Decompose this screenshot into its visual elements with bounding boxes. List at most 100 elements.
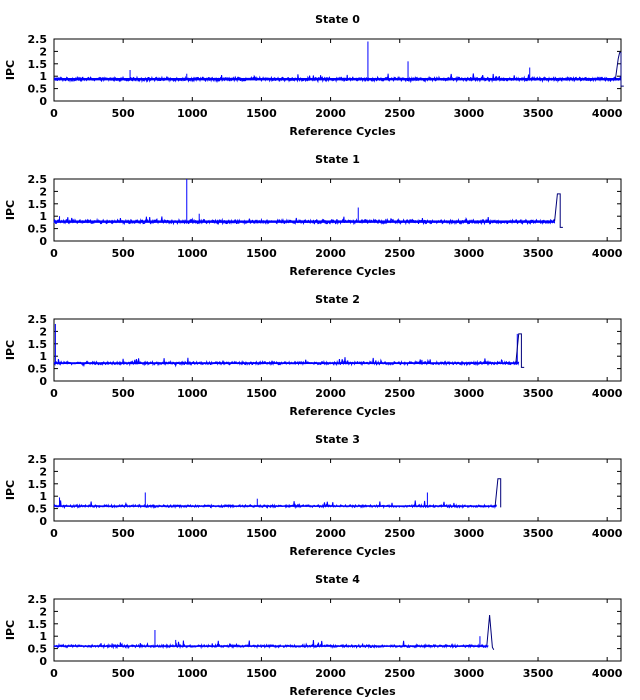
x-tick-label: 3000 — [454, 387, 485, 400]
x-tick-label: 1000 — [177, 247, 208, 260]
y-tick-label: 2 — [39, 325, 47, 338]
x-tick-label: 2500 — [384, 527, 415, 540]
plot-frame — [53, 598, 622, 662]
x-tick-label: 2000 — [315, 667, 346, 680]
x-tick-label: 4000 — [592, 527, 623, 540]
series-tail — [615, 52, 624, 87]
x-tick-label: 2000 — [315, 247, 346, 260]
y-tick-label: 1.5 — [28, 198, 48, 211]
x-tick-label: 1000 — [177, 387, 208, 400]
plot-frame — [53, 178, 622, 242]
x-tick-label: 1500 — [246, 667, 277, 680]
series-tail — [486, 615, 495, 651]
y-axis-label: IPC — [4, 620, 17, 640]
y-tick-label: 0 — [39, 655, 47, 668]
chart-title: State 1 — [315, 153, 360, 166]
x-tick-label: 3500 — [523, 107, 554, 120]
x-tick-label: 2000 — [315, 387, 346, 400]
y-axis-label: IPC — [4, 60, 17, 80]
x-tick-label: 3000 — [454, 247, 485, 260]
x-tick-label: 2500 — [384, 387, 415, 400]
x-tick-label: 0 — [50, 387, 58, 400]
series-tail — [554, 193, 563, 228]
y-tick-label: 2.5 — [28, 593, 48, 606]
x-tick-label: 3000 — [454, 527, 485, 540]
series-line — [53, 73, 622, 84]
x-axis-label: Reference Cycles — [289, 405, 396, 418]
x-tick-label: 3000 — [454, 667, 485, 680]
chart-title: State 3 — [315, 433, 360, 446]
y-tick-label: 2.5 — [28, 313, 48, 326]
chart-panel-4: State 4 00.511.522.5 0 500 1000 1500 2000 2500 3… — [4, 573, 623, 698]
series-line — [53, 357, 520, 368]
y-tick-label: 1 — [39, 210, 47, 223]
series-line — [53, 640, 489, 650]
y-tick-label: 2.5 — [28, 173, 48, 186]
x-tick-label: 0 — [50, 667, 58, 680]
x-tick-label: 500 — [112, 387, 135, 400]
y-axis-label: IPC — [4, 340, 17, 360]
y-tick-label: 2 — [39, 45, 47, 58]
series-line — [53, 216, 556, 226]
y-tick-label: 1.5 — [28, 338, 48, 351]
y-tick-label: 0 — [39, 375, 47, 388]
y-tick-label: 2.5 — [28, 453, 48, 466]
y-tick-label: 0 — [39, 515, 47, 528]
x-tick-label: 4000 — [592, 107, 623, 120]
x-tick-label: 1500 — [246, 107, 277, 120]
y-tick-label: 0.5 — [28, 223, 48, 236]
x-tick-label: 500 — [112, 527, 135, 540]
y-tick-label: 2.5 — [28, 33, 48, 46]
x-tick-label: 3000 — [454, 107, 485, 120]
x-tick-label: 1500 — [246, 387, 277, 400]
x-axis-label: Reference Cycles — [289, 265, 396, 278]
series-tail — [494, 478, 502, 508]
x-tick-label: 0 — [50, 247, 58, 260]
y-tick-label: 0 — [39, 95, 47, 108]
x-tick-label: 1000 — [177, 667, 208, 680]
y-tick-label: 1 — [39, 490, 47, 503]
x-tick-label: 500 — [112, 107, 135, 120]
y-axis-label: IPC — [4, 480, 17, 500]
chart-panel-0: State 0 00.511.522.5 0 500 1000 1500 2000 2500 3… — [4, 13, 624, 138]
x-tick-label: 4000 — [592, 667, 623, 680]
x-tick-label: 2500 — [384, 667, 415, 680]
y-tick-label: 0.5 — [28, 363, 48, 376]
x-tick-label: 500 — [112, 667, 135, 680]
x-tick-label: 1500 — [246, 527, 277, 540]
x-tick-label: 0 — [50, 527, 58, 540]
y-tick-label: 0.5 — [28, 503, 48, 516]
chart-panel-2: State 2 00.511.522.5 0 500 1000 1500 2000 2500 3… — [4, 293, 623, 418]
x-axis-label: Reference Cycles — [289, 125, 396, 138]
x-tick-label: 1000 — [177, 107, 208, 120]
plot-frame — [53, 318, 622, 382]
x-tick-label: 4000 — [592, 387, 623, 400]
x-tick-label: 4000 — [592, 247, 623, 260]
y-tick-label: 2 — [39, 605, 47, 618]
x-tick-label: 2500 — [384, 247, 415, 260]
y-tick-label: 2 — [39, 185, 47, 198]
chart-panel-1: State 1 00.511.522.5 0 500 1000 1500 2000 2500 3… — [4, 153, 623, 278]
y-tick-label: 2 — [39, 465, 47, 478]
y-tick-label: 1.5 — [28, 618, 48, 631]
y-tick-label: 1 — [39, 350, 47, 363]
x-tick-label: 3500 — [523, 247, 554, 260]
x-tick-label: 3500 — [523, 667, 554, 680]
chart-title: State 2 — [315, 293, 360, 306]
y-tick-label: 1 — [39, 630, 47, 643]
x-tick-label: 1000 — [177, 527, 208, 540]
y-tick-label: 0.5 — [28, 643, 48, 656]
x-tick-label: 2500 — [384, 107, 415, 120]
chart-title: State 4 — [315, 573, 360, 586]
x-tick-label: 1500 — [246, 247, 277, 260]
x-axis-label: Reference Cycles — [289, 685, 396, 698]
x-tick-label: 0 — [50, 107, 58, 120]
y-axis-label: IPC — [4, 200, 17, 220]
chart-panel-3: State 3 00.511.522.5 0 500 1000 1500 2000 2500 3… — [4, 433, 623, 558]
chart-title: State 0 — [315, 13, 360, 26]
plot-frame — [53, 458, 622, 522]
x-tick-label: 3500 — [523, 387, 554, 400]
series-tail — [515, 333, 525, 368]
x-axis-label: Reference Cycles — [289, 545, 396, 558]
